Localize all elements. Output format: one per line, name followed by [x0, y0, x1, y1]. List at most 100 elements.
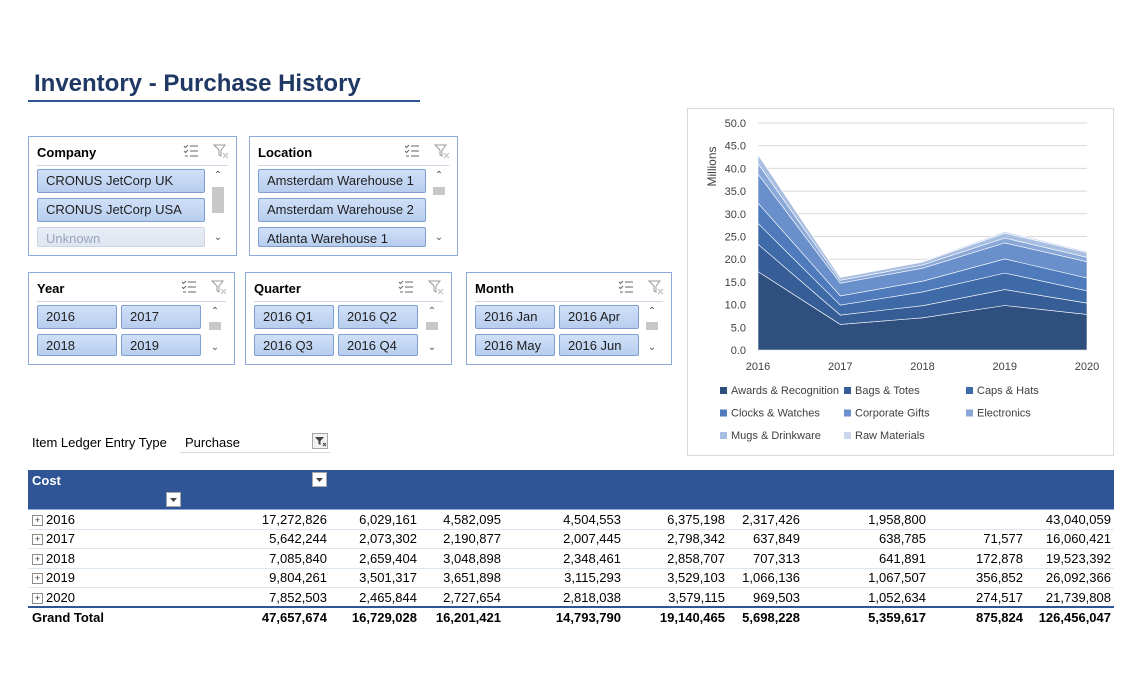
table-cell: 2,007,445 — [563, 531, 621, 547]
slicer-item-month[interactable]: 2016 Jan — [475, 305, 555, 329]
dropdown-icon[interactable] — [166, 492, 181, 507]
pivot-column-header[interactable]: Bags & Totes — [340, 512, 417, 527]
slicer-scrollbar[interactable]: ⌃ ⌄ — [210, 169, 226, 247]
pivot-column-header[interactable]: Caps & Hats — [428, 512, 501, 527]
scroll-thumb[interactable] — [209, 322, 221, 330]
table-cell: 172,878 — [976, 550, 1023, 566]
slicer-header: Company — [37, 137, 229, 166]
slicer-item-quarter[interactable]: 2016 Q1 — [254, 305, 334, 329]
legend-label: Awards & Recognition — [731, 385, 839, 397]
x-tick-label: 2018 — [910, 361, 934, 373]
scroll-up-icon[interactable]: ⌃ — [434, 170, 444, 181]
pivot-column-header[interactable]: Clocks & Watches — [516, 512, 621, 527]
slicer-item-company[interactable]: CRONUS JetCorp USA — [37, 198, 205, 222]
legend-swatch — [720, 409, 727, 417]
table-cell: 1,066,136 — [742, 570, 800, 586]
table-cell: 2,190,877 — [443, 531, 501, 547]
scroll-up-icon[interactable]: ⌃ — [213, 170, 223, 181]
slicer-item-location[interactable]: Amsterdam Warehouse 2 — [258, 198, 426, 222]
slicer-item-year[interactable]: 2019 — [121, 334, 201, 356]
slicer-item-location[interactable]: Amsterdam Warehouse 1 — [258, 169, 426, 193]
row-label-text: 2020 — [46, 589, 75, 605]
scroll-down-icon[interactable]: ⌄ — [647, 342, 657, 353]
grand-total-row: Grand Total 47,657,674 16,729,028 16,201,42… — [28, 606, 1114, 627]
chart-canvas: 0.0 5.0 10.0 15.0 20.0 25.0 30.0 35.0 40.0 45.0 50… — [705, 118, 1099, 442]
slicer-item-quarter[interactable]: 2016 Q2 — [338, 305, 418, 329]
multi-select-icon[interactable] — [618, 279, 634, 295]
expand-icon[interactable]: + — [32, 534, 43, 546]
scroll-down-icon[interactable]: ⌄ — [210, 342, 220, 353]
scroll-thumb[interactable] — [433, 187, 445, 195]
multi-select-icon[interactable] — [181, 279, 197, 295]
scroll-up-icon[interactable]: ⌃ — [210, 306, 220, 317]
slicer-item-month[interactable]: 2016 Apr — [559, 305, 639, 329]
table-cell: 638,785 — [879, 531, 926, 547]
table-cell: 356,852 — [976, 570, 1023, 586]
slicer-item-month[interactable]: 2016 Jun — [559, 334, 639, 356]
slicer-item-year[interactable]: 2016 — [37, 305, 117, 329]
filter-dropdown-icon[interactable] — [312, 433, 328, 449]
table-cell: 21,739,808 — [1045, 589, 1111, 605]
dropdown-icon[interactable] — [312, 472, 327, 487]
legend-swatch — [844, 432, 851, 439]
scroll-up-icon[interactable]: ⌃ — [647, 306, 657, 317]
scroll-down-icon[interactable]: ⌄ — [427, 342, 437, 353]
row-label-text: 2016 — [46, 512, 75, 527]
clear-filter-icon[interactable] — [213, 143, 229, 159]
pivot-column-header[interactable]: Electronics — [736, 512, 800, 527]
multi-select-icon[interactable] — [183, 143, 199, 159]
table-row: +2020 7,852,503 2,465,844 2,727,654 2,818,03… — [28, 588, 1114, 608]
pivot-column-header[interactable]: Grand Total — [1044, 512, 1111, 527]
clear-filter-icon[interactable] — [428, 279, 444, 295]
pivot-column-header-row: Awards & Recognition Bags & Totes Caps & H… — [28, 490, 1114, 527]
expand-icon[interactable]: + — [32, 573, 43, 585]
slicer-item-company[interactable]: Unknown — [37, 227, 205, 247]
slicer-item-quarter[interactable]: 2016 Q3 — [254, 334, 334, 356]
multi-select-icon[interactable] — [404, 143, 420, 159]
pivot-column-header[interactable]: Corporate Gifts — [636, 512, 725, 527]
clear-filter-icon[interactable] — [211, 279, 227, 295]
scroll-down-icon[interactable]: ⌄ — [213, 232, 223, 243]
table-cell: 16,060,421 — [1045, 531, 1111, 547]
quarter-slicer: Quarter 2016 Q1 2016 Q2 2016 Q3 2016 Q4 … — [245, 272, 452, 365]
table-cell: 43,040,059 — [1045, 512, 1111, 527]
slicer-scrollbar[interactable]: ⌃ ⌄ — [207, 305, 223, 357]
pivot-column-header[interactable]: Raw Materials — [940, 512, 1023, 527]
scroll-up-icon[interactable]: ⌃ — [427, 306, 437, 317]
legend-swatch — [720, 387, 727, 394]
report-filter-value[interactable]: Purchase — [185, 435, 240, 450]
slicer-item-month[interactable]: 2016 May — [475, 334, 555, 356]
table-cell: 2,073,302 — [359, 531, 417, 547]
pivot-column-header[interactable]: Mugs & Drinkware — [819, 512, 926, 527]
table-cell: 3,651,898 — [443, 570, 501, 586]
title-underline — [28, 100, 420, 102]
clear-filter-icon[interactable] — [648, 279, 664, 295]
table-cell: 9,804,261 — [269, 570, 327, 586]
expand-icon[interactable]: + — [32, 553, 43, 565]
multi-select-icon[interactable] — [398, 279, 414, 295]
pivot-column-header[interactable]: Awards & Recognition — [199, 512, 327, 527]
slicer-item-year[interactable]: 2017 — [121, 305, 201, 329]
table-cell: 6,375,198 — [667, 512, 725, 527]
table-cell: 4,504,553 — [563, 512, 621, 527]
slicer-item-location[interactable]: Atlanta Warehouse 1 — [258, 227, 426, 247]
slicer-item-company[interactable]: CRONUS JetCorp UK — [37, 169, 205, 193]
scroll-down-icon[interactable]: ⌄ — [434, 232, 444, 243]
expand-icon[interactable]: + — [32, 592, 43, 604]
scroll-thumb[interactable] — [426, 322, 438, 330]
slicer-scrollbar[interactable]: ⌃ ⌄ — [424, 305, 440, 357]
clear-filter-icon[interactable] — [434, 143, 450, 159]
expand-icon[interactable]: + — [32, 515, 43, 526]
report-filter-label: Item Ledger Entry Type — [32, 435, 167, 450]
table-cell: 1,052,634 — [868, 589, 926, 605]
scroll-thumb[interactable] — [212, 187, 224, 213]
stacked-area-chart[interactable]: 0.0 5.0 10.0 15.0 20.0 25.0 30.0 35.0 40.0 45.0 50… — [687, 108, 1114, 456]
table-cell: 1,067,507 — [868, 570, 926, 586]
slicer-scrollbar[interactable]: ⌃ ⌄ — [644, 305, 660, 357]
scroll-thumb[interactable] — [646, 322, 658, 330]
table-cell: 637,849 — [753, 531, 800, 547]
slicer-scrollbar[interactable]: ⌃ ⌄ — [431, 169, 447, 247]
table-cell: 19,523,392 — [1045, 550, 1111, 566]
slicer-item-quarter[interactable]: 2016 Q4 — [338, 334, 418, 356]
slicer-item-year[interactable]: 2018 — [37, 334, 117, 356]
